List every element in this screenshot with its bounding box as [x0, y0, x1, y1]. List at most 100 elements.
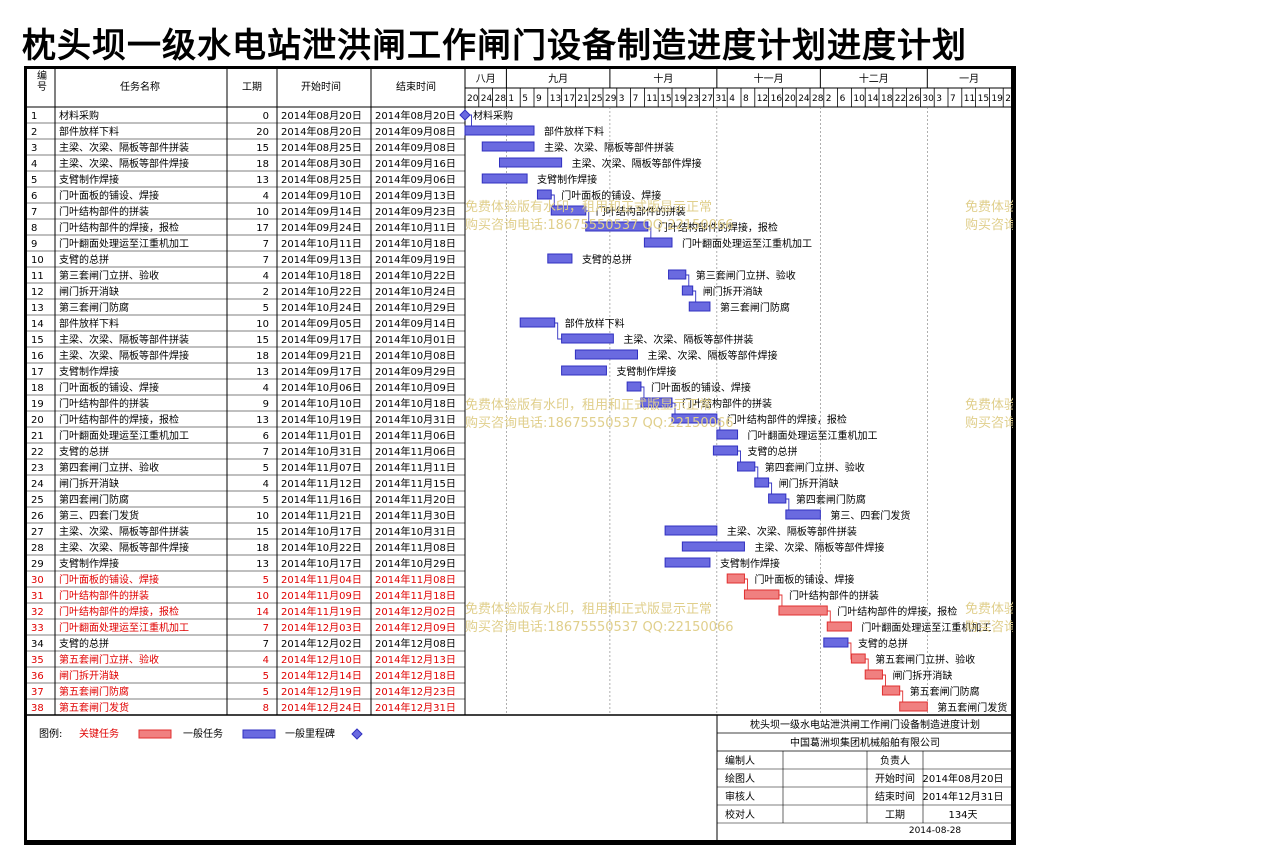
gantt-bars: 材料采购部件放样下料主梁、次梁、隔板等部件拼装主梁、次梁、隔板等部件焊接支臂制作… [459, 109, 1007, 714]
cell-start: 2014年11月12日 [281, 477, 362, 490]
table-row: 3 主梁、次梁、隔板等部件拼装 15 2014年08月25日 2014年09月08日 [27, 141, 465, 156]
cell-no: 37 [31, 687, 44, 698]
bar-label: 门叶面板的铺设、焊接 [651, 381, 751, 394]
cell-dur: 4 [263, 271, 269, 282]
bar-label: 第五套闸门防腐 [910, 685, 980, 698]
cell-end: 2014年11月30日 [375, 509, 456, 522]
task-bar [737, 461, 756, 472]
day-tick-label: 13 [550, 94, 561, 104]
cell-no: 36 [31, 671, 44, 682]
watermark-line1: 免费体验版有水印，租用和正式版显示正常 [965, 397, 1013, 413]
cell-start: 2014年12月14日 [281, 669, 362, 682]
header-dur: 工期 [242, 81, 262, 93]
cell-no: 34 [31, 639, 44, 650]
bar-label: 门叶结构部件的拼装 [596, 205, 686, 218]
day-tick-label: 11 [646, 94, 657, 104]
day-tick-label: 17 [564, 94, 575, 104]
cell-dur: 10 [256, 511, 269, 522]
task-bar [626, 381, 642, 392]
day-tick-label: 14 [867, 94, 879, 104]
info-row-label: 绘图人 [725, 772, 755, 785]
table-row: 20 门叶结构部件的焊接，报检 13 2014年10月19日 2014年10月31日 [27, 413, 465, 428]
cell-dur: 13 [256, 559, 269, 570]
cell-no: 2 [31, 127, 37, 138]
cell-start: 2014年12月02日 [281, 637, 362, 650]
cell-name: 支臂制作焊接 [59, 557, 119, 570]
day-tick-label: 24 [481, 94, 493, 104]
cell-dur: 15 [256, 335, 269, 346]
cell-name: 门叶结构部件的焊接，报检 [59, 413, 179, 426]
cell-no: 35 [31, 655, 44, 666]
table-row: 15 主梁、次梁、隔板等部件拼装 15 2014年09月17日 2014年10月01日 [27, 333, 465, 348]
cell-start: 2014年09月05日 [281, 317, 362, 330]
cell-dur: 15 [256, 143, 269, 154]
cell-start: 2014年09月14日 [281, 205, 362, 218]
info-row-mid: 结束时间 [875, 790, 915, 803]
day-tick-label: 28 [495, 94, 507, 104]
cell-end: 2014年08月20日 [375, 109, 456, 122]
day-tick-label: 25 [591, 94, 602, 104]
cell-end: 2014年09月13日 [375, 189, 456, 202]
info-row-label: 校对人 [725, 808, 755, 821]
cell-dur: 13 [256, 175, 269, 186]
cell-dur: 5 [263, 303, 269, 314]
cell-dur: 5 [263, 671, 269, 682]
cell-name: 门叶结构部件的拼装 [59, 205, 149, 218]
table-row: 7 门叶结构部件的拼装 10 2014年09月14日 2014年09月23日 [27, 205, 465, 220]
legend-normal-label: 一般任务 [183, 727, 223, 740]
info-row-value: 2014年12月31日 [923, 790, 1004, 803]
task-bar [499, 157, 563, 168]
table-row: 24 闸门拆开消缺 4 2014年11月12日 2014年11月15日 [27, 477, 465, 492]
cell-end: 2014年10月01日 [375, 333, 456, 346]
cell-start: 2014年11月07日 [281, 461, 362, 474]
cell-name: 支臂的总拼 [59, 445, 109, 458]
cell-name: 闸门拆开消缺 [59, 285, 119, 298]
cell-name: 门叶结构部件的拼装 [59, 589, 149, 602]
cell-end: 2014年09月19日 [375, 253, 456, 266]
day-tick-label: 31 [715, 94, 726, 104]
cell-no: 13 [31, 303, 44, 314]
bar-label: 主梁、次梁、隔板等部件拼装 [727, 525, 857, 538]
critical-bar [881, 685, 901, 696]
task-bar [640, 397, 673, 408]
table-row: 38 第五套闸门发货 8 2014年12月24日 2014年12月31日 [27, 701, 465, 716]
bar-label: 第三套闸门防腐 [720, 301, 790, 314]
cell-start: 2014年09月10日 [281, 189, 362, 202]
info-block: 枕头坝一级水电站泄洪闸工作闸门设备制造进度计划中国葛洲坝集团机械船舶有限公司编制… [716, 715, 1013, 842]
task-bar [671, 413, 718, 424]
cell-no: 5 [31, 175, 37, 186]
table-row: 29 支臂制作焊接 13 2014年10月17日 2014年10月29日 [27, 557, 465, 572]
cell-name: 支臂制作焊接 [59, 173, 119, 186]
day-tick-label: 28 [812, 94, 824, 104]
table-row: 33 门叶翻面处理运至江重机加工 7 2014年12月03日 2014年12月09日 [27, 621, 465, 636]
table-row: 27 主梁、次梁、隔板等部件拼装 15 2014年10月17日 2014年10月31日 [27, 525, 465, 540]
cell-end: 2014年11月08日 [375, 541, 456, 554]
gantt-frame: 编号 任务名称 工期 开始时间 结束时间 八月 九月 十月 十一月 十二月 一月 20 24 2… [24, 66, 1016, 845]
cell-end: 2014年09月06日 [375, 173, 456, 186]
cell-start: 2014年11月04日 [281, 573, 362, 586]
bar-label: 主梁、次梁、隔板等部件焊接 [572, 157, 702, 170]
cell-start: 2014年10月24日 [281, 301, 362, 314]
task-bar [664, 557, 711, 568]
table-row: 4 主梁、次梁、隔板等部件焊接 18 2014年08月30日 2014年09月16日 [27, 157, 465, 172]
cell-start: 2014年09月13日 [281, 253, 362, 266]
cell-dur: 18 [256, 543, 269, 554]
task-bar [561, 333, 614, 344]
watermark-line1: 免费体验版有水印，租用和正式版显示正常 [465, 601, 712, 617]
cell-dur: 7 [263, 447, 269, 458]
day-tick-label: 20 [784, 94, 796, 104]
bar-label: 支臂的总拼 [582, 253, 632, 266]
day-tick-label: 5 [522, 94, 528, 104]
critical-bar [899, 701, 928, 712]
critical-bar [743, 589, 780, 600]
cell-end: 2014年09月23日 [375, 205, 456, 218]
milestone-marker [459, 109, 471, 121]
cell-end: 2014年12月18日 [375, 669, 456, 682]
day-tick-label: 10 [853, 94, 865, 104]
task-bar [785, 509, 821, 520]
bar-label: 门叶面板的铺设、焊接 [561, 189, 661, 202]
cell-dur: 14 [256, 607, 269, 618]
day-tick-label: 20 [467, 94, 479, 104]
